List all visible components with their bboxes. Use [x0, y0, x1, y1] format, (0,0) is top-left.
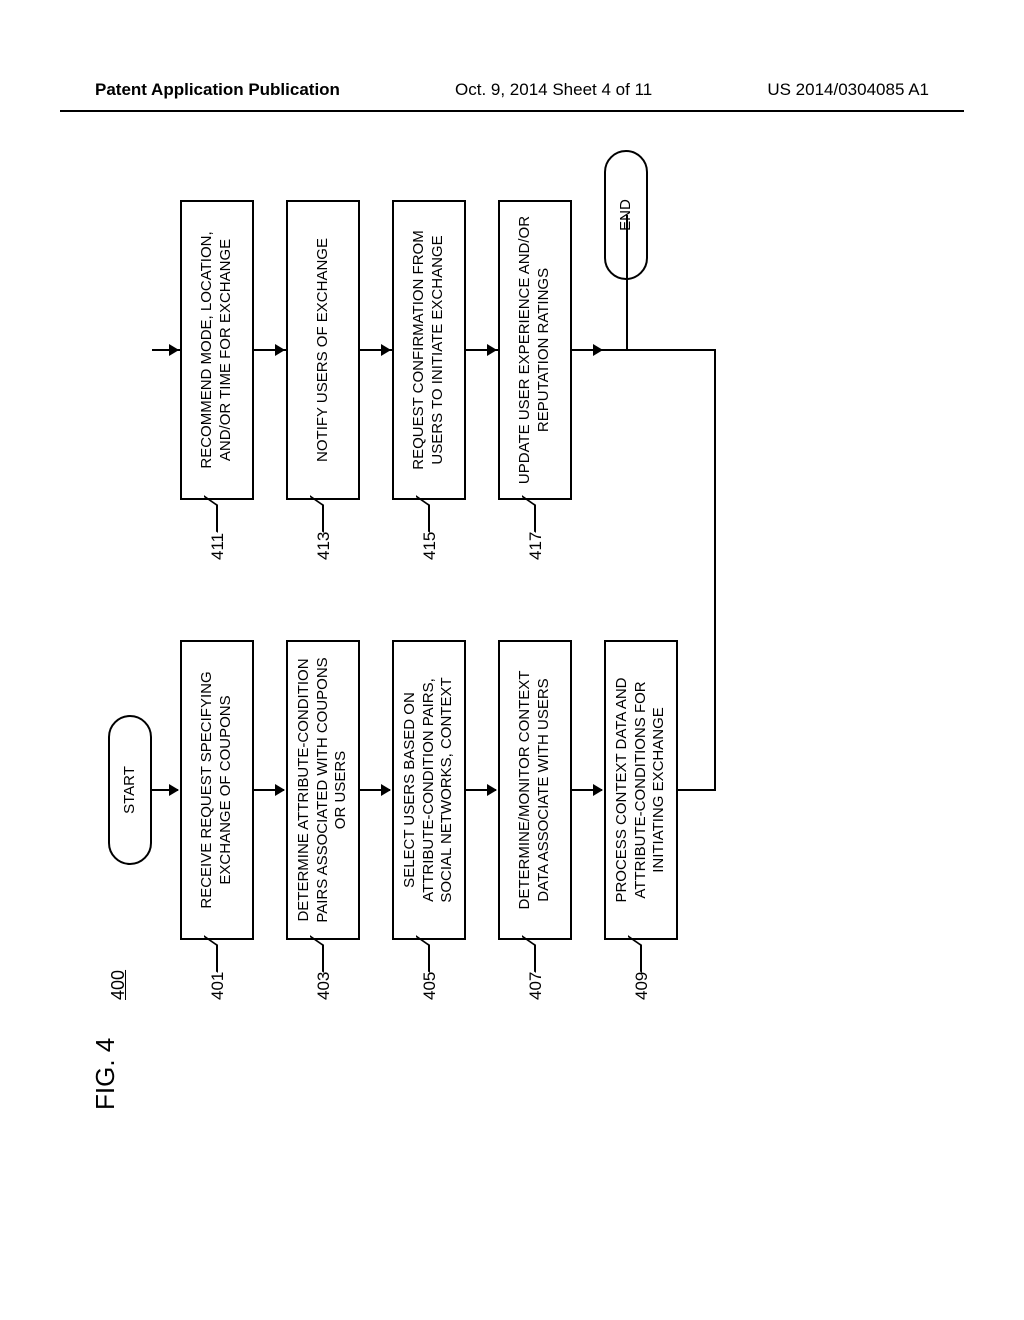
arrow [466, 789, 496, 791]
arrow [360, 789, 390, 791]
ref-tick [310, 495, 324, 533]
terminator-start: START [108, 715, 152, 865]
ref-417: 417 [526, 532, 546, 560]
arrow [254, 789, 284, 791]
ref-tick [204, 495, 218, 533]
ref-411: 411 [208, 533, 228, 560]
arrow [360, 349, 390, 351]
step-403: DETERMINE ATTRIBUTE-CONDITION PAIRS ASSO… [286, 640, 360, 940]
ref-tick [522, 935, 536, 973]
step-417-text: UPDATE USER EXPERIENCE AND/OR REPUTATION… [516, 212, 554, 488]
ref-tick [416, 495, 430, 533]
terminator-start-label: START [121, 766, 140, 814]
step-405-text: SELECT USERS BASED ON ATTRIBUTE-CONDITIO… [401, 652, 457, 928]
connector [714, 351, 716, 791]
ref-tick [204, 935, 218, 973]
ref-405: 405 [420, 972, 440, 1000]
ref-tick [416, 935, 430, 973]
page: Patent Application Publication Oct. 9, 2… [0, 0, 1024, 1320]
figure-ref-400: 400 [108, 970, 129, 1000]
ref-tick [522, 495, 536, 533]
step-413: NOTIFY USERS OF EXCHANGE [286, 200, 360, 500]
arrow [152, 789, 178, 791]
step-407: DETERMINE/MONITOR CONTEXT DATA ASSOCIATE… [498, 640, 572, 940]
step-409-text: PROCESS CONTEXT DATA AND ATTRIBUTE-CONDI… [613, 652, 669, 928]
ref-tick [628, 935, 642, 973]
arrow [466, 349, 496, 351]
step-415: REQUEST CONFIRMATION FROM USERS TO INITI… [392, 200, 466, 500]
step-401-text: RECEIVE REQUEST SPECIFYING EXCHANGE OF C… [198, 652, 236, 928]
connector [678, 789, 714, 791]
step-411-text: RECOMMEND MODE, LOCATION, AND/OR TIME FO… [198, 212, 236, 488]
step-413-text: NOTIFY USERS OF EXCHANGE [314, 238, 333, 462]
step-409: PROCESS CONTEXT DATA AND ATTRIBUTE-CONDI… [604, 640, 678, 940]
arrow [152, 349, 178, 351]
step-401: RECEIVE REQUEST SPECIFYING EXCHANGE OF C… [180, 640, 254, 940]
ref-tick [310, 935, 324, 973]
step-407-text: DETERMINE/MONITOR CONTEXT DATA ASSOCIATE… [516, 652, 554, 928]
arrow [572, 789, 602, 791]
step-415-text: REQUEST CONFIRMATION FROM USERS TO INITI… [410, 212, 448, 488]
ref-403: 403 [314, 972, 334, 1000]
ref-401: 401 [208, 972, 228, 1000]
step-417: UPDATE USER EXPERIENCE AND/OR REPUTATION… [498, 200, 572, 500]
step-403-text: DETERMINE ATTRIBUTE-CONDITION PAIRS ASSO… [295, 652, 351, 928]
arrow [254, 349, 284, 351]
flowchart-canvas: 400 START RECEIVE REQUEST SPECIFYING EXC… [90, 60, 850, 1060]
ref-413: 413 [314, 532, 334, 560]
ref-415: 415 [420, 532, 440, 560]
connector [602, 349, 626, 351]
ref-407: 407 [526, 972, 546, 1000]
step-405: SELECT USERS BASED ON ATTRIBUTE-CONDITIO… [392, 640, 466, 940]
ref-409: 409 [632, 972, 652, 1000]
connector [626, 215, 628, 351]
step-411: RECOMMEND MODE, LOCATION, AND/OR TIME FO… [180, 200, 254, 500]
arrow [572, 349, 602, 351]
